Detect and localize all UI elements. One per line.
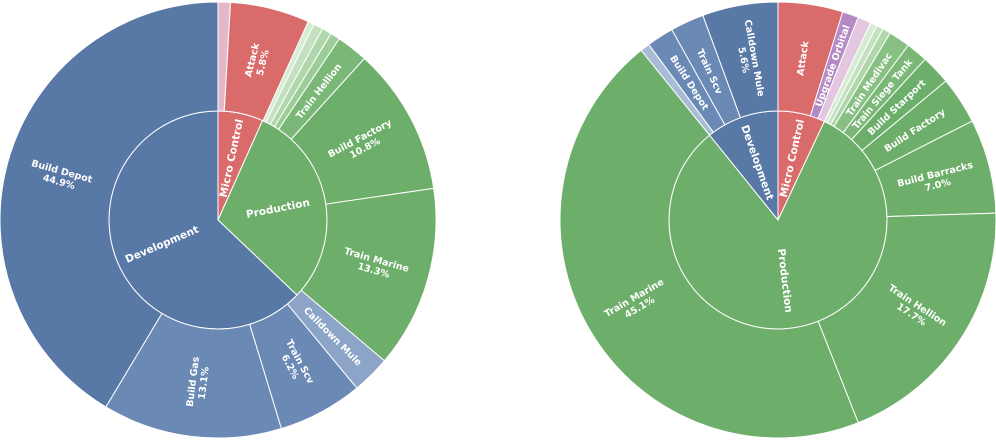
sunburst-chart-left: Micro ControlProductionDevelopmentAttack… (0, 1, 437, 439)
outer-slice-build-gas-label: Build Gas13.1% (185, 356, 213, 409)
outer-slice-build-depot (0, 1, 219, 408)
outer-slice-train-hellion (817, 212, 996, 424)
sunburst-chart-right: Micro ControlProductionDevelopmentAttack… (559, 1, 996, 439)
outer-slice-attack-label: Attack (795, 40, 811, 77)
outer-slice-train-marine (559, 49, 859, 439)
outer-slice-train-marine (300, 187, 437, 362)
outer-slice-calldown-mule (702, 1, 779, 119)
